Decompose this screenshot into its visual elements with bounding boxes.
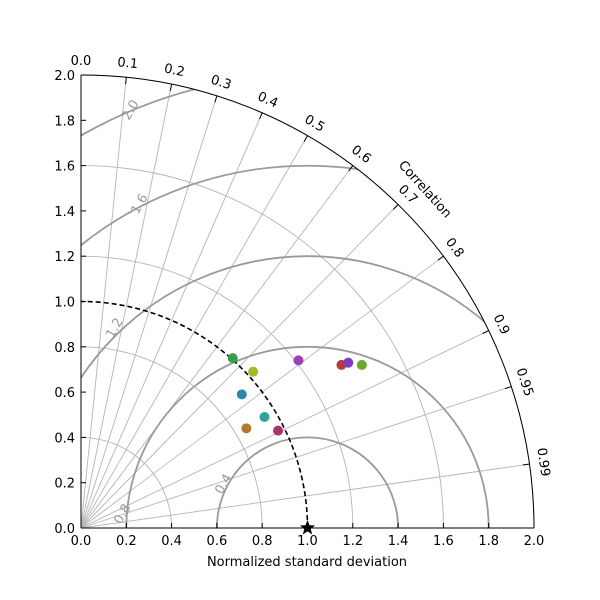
corr-tick-label: 0.8 bbox=[442, 235, 466, 261]
corr-tick-label: 0.1 bbox=[117, 55, 139, 72]
corr-tick bbox=[259, 112, 263, 120]
std-arc bbox=[80, 74, 535, 529]
reference-std-arc bbox=[80, 300, 309, 529]
corr-radial-line bbox=[80, 84, 173, 529]
y-tick-label: 2.0 bbox=[54, 69, 75, 84]
corr-tick bbox=[482, 330, 489, 334]
x-tick-label: 0.8 bbox=[252, 534, 273, 549]
x-tick-label: 0.0 bbox=[71, 534, 92, 549]
corr-radial-line bbox=[80, 386, 512, 529]
y-tick-label: 1.2 bbox=[54, 250, 75, 265]
corr-radial-line bbox=[80, 95, 218, 529]
corr-tick bbox=[348, 165, 354, 172]
y-tick-label: 0.8 bbox=[54, 341, 75, 356]
data-point bbox=[259, 412, 270, 423]
y-tick-label: 0.6 bbox=[54, 386, 75, 401]
x-tick-label: 1.4 bbox=[388, 534, 409, 549]
data-point bbox=[273, 425, 284, 436]
data-point bbox=[248, 366, 259, 377]
outer-arc bbox=[80, 74, 535, 529]
reference-star bbox=[299, 520, 316, 535]
rms-label: 2.0 bbox=[119, 98, 142, 123]
y-tick-label: 0.4 bbox=[54, 431, 75, 446]
corr-radial-line bbox=[80, 135, 308, 529]
x-tick-label: 1.6 bbox=[433, 534, 454, 549]
std-arc bbox=[80, 255, 354, 529]
corr-tick bbox=[169, 84, 173, 91]
x-tick-label: 0.4 bbox=[161, 534, 182, 549]
y-tick-label: 0.2 bbox=[54, 477, 75, 492]
corr-tick-label: 0.95 bbox=[513, 366, 536, 398]
rms-contour bbox=[81, 164, 534, 528]
corr-tick-label: 0.6 bbox=[348, 143, 374, 167]
corr-tick bbox=[504, 386, 512, 390]
corr-radial-line bbox=[80, 112, 263, 529]
x-axis-label: Normalized standard deviation bbox=[207, 555, 407, 570]
y-tick-label: 1.0 bbox=[54, 296, 75, 311]
y-tick-label: 1.4 bbox=[54, 205, 75, 220]
rms-contour bbox=[216, 436, 399, 528]
y-tick-label: 1.8 bbox=[54, 114, 75, 129]
corr-tick bbox=[303, 135, 308, 142]
x-tick-label: 1.8 bbox=[478, 534, 499, 549]
rms-label: 0.4 bbox=[212, 472, 235, 497]
corr-tick bbox=[392, 204, 399, 210]
x-tick-label: 0.6 bbox=[207, 534, 228, 549]
data-point bbox=[356, 359, 367, 370]
rms-label: 1.6 bbox=[128, 192, 151, 217]
corr-radial-line bbox=[80, 330, 489, 529]
corr-tick bbox=[437, 255, 444, 261]
corr-tick-label: 0.9 bbox=[490, 312, 513, 337]
x-tick-label: 0.2 bbox=[116, 534, 137, 549]
y-tick-label: 1.6 bbox=[54, 160, 75, 175]
data-point bbox=[293, 355, 304, 366]
std-arc bbox=[80, 165, 444, 529]
corr-tick-label: 0.4 bbox=[255, 89, 280, 111]
corr-tick-label: 0.2 bbox=[163, 61, 186, 80]
corr-tick bbox=[214, 95, 218, 103]
data-point bbox=[241, 423, 252, 434]
frame bbox=[80, 74, 535, 529]
corr-tick-label: 0.99 bbox=[533, 447, 552, 478]
std-arc bbox=[80, 346, 263, 529]
corr-tick-label: 0.0 bbox=[71, 54, 92, 69]
grid bbox=[80, 74, 535, 529]
data-point bbox=[236, 389, 247, 400]
rms-contour bbox=[81, 255, 534, 528]
corr-tick bbox=[522, 463, 530, 466]
x-tick-label: 2.0 bbox=[524, 534, 545, 549]
corr-tick-label: 0.3 bbox=[209, 73, 233, 94]
x-tick-label: 1.0 bbox=[297, 534, 318, 549]
y-tick-label: 0.0 bbox=[54, 522, 75, 537]
corr-tick bbox=[125, 77, 127, 85]
data-point bbox=[343, 357, 354, 368]
data-point bbox=[227, 353, 238, 364]
x-tick-label: 1.2 bbox=[342, 534, 363, 549]
rms-contour bbox=[125, 345, 490, 528]
data-points bbox=[227, 353, 367, 535]
corr-tick-label: 0.5 bbox=[302, 112, 327, 135]
